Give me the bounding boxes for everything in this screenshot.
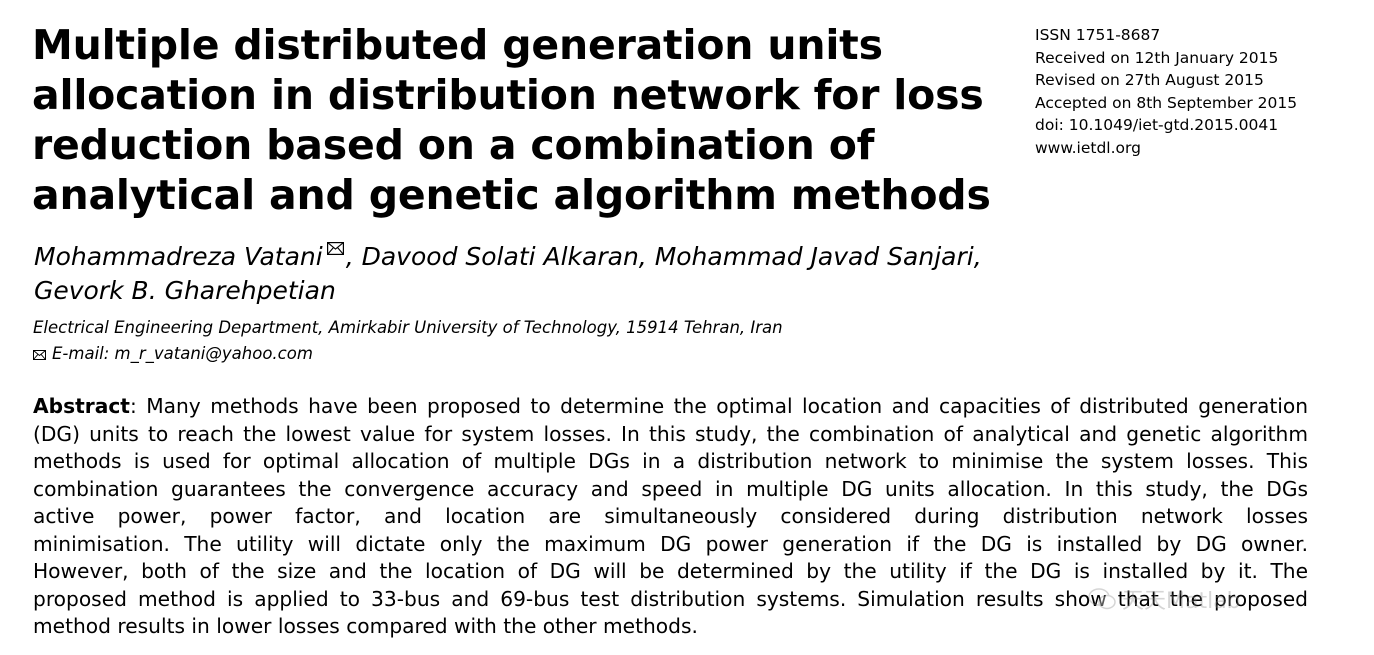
abstract-line: method results in lower losses compared … bbox=[33, 614, 698, 638]
watermark: 天天Matlab bbox=[1088, 583, 1241, 615]
author-list: Mohammadreza Vatani , Davood Solati Alkar… bbox=[34, 240, 982, 308]
abstract-line: active power, power factor, and location… bbox=[33, 504, 1308, 528]
issn: ISSN 1751-8687 bbox=[1035, 26, 1161, 44]
abstract-line: combination guarantees the convergence a… bbox=[33, 476, 1308, 501]
abstract-line: methods is used for optimal allocation o… bbox=[33, 449, 1308, 473]
abstract: Abstract: Many methods have been propose… bbox=[33, 393, 1308, 641]
affiliation: Electrical Engineering Department, Amirk… bbox=[33, 318, 783, 337]
envelope-icon bbox=[326, 242, 344, 255]
title-line: Multiple distributed generation units bbox=[32, 21, 883, 69]
abstract-line: proposed method is applied to 33-bus and… bbox=[33, 586, 1308, 611]
title-line: reduction based on a combination of bbox=[32, 121, 875, 169]
abstract-label: Abstract bbox=[33, 394, 130, 418]
author-name: Mohammadreza Vatani bbox=[34, 242, 323, 271]
abstract-line: Abstract: Many methods have been propose… bbox=[33, 394, 1308, 418]
paper-title: Multiple distributed generation units al… bbox=[32, 20, 992, 220]
publication-metadata: ISSN 1751-8687 Received on 12th January … bbox=[1035, 24, 1297, 160]
wechat-icon bbox=[1088, 588, 1116, 610]
abstract-line: (DG) units to reach the lowest value for… bbox=[33, 421, 1308, 446]
abstract-line: However, both of the size and the locati… bbox=[33, 559, 1308, 583]
author-names: Gevork B. Gharehpetian bbox=[34, 276, 336, 305]
email[interactable]: E-mail: m_r_vatani@yahoo.com bbox=[52, 344, 313, 363]
website-link[interactable]: www.ietdl.org bbox=[1035, 138, 1141, 157]
affiliation-block: Electrical Engineering Department, Amirk… bbox=[33, 315, 783, 367]
revised-date: Revised on 27th August 2015 bbox=[1035, 71, 1264, 90]
accepted-date: Accepted on 8th September 2015 bbox=[1035, 93, 1298, 112]
title-line: allocation in distribution network for l… bbox=[32, 71, 984, 119]
envelope-icon bbox=[33, 350, 46, 360]
watermark-text: 天天Matlab bbox=[1122, 589, 1241, 614]
received-date: Received on 12th January 2015 bbox=[1035, 48, 1279, 67]
title-line: analytical and genetic algorithm methods bbox=[32, 171, 991, 219]
abstract-line: minimisation. The utility will dictate o… bbox=[33, 531, 1308, 556]
author-names: , Davood Solati Alkaran, Mohammad Javad … bbox=[345, 242, 982, 271]
doi[interactable]: doi: 10.1049/iet-gtd.2015.0041 bbox=[1035, 116, 1279, 135]
